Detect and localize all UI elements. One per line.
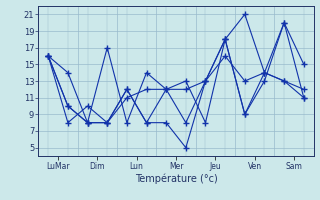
X-axis label: Température (°c): Température (°c) bbox=[135, 173, 217, 184]
